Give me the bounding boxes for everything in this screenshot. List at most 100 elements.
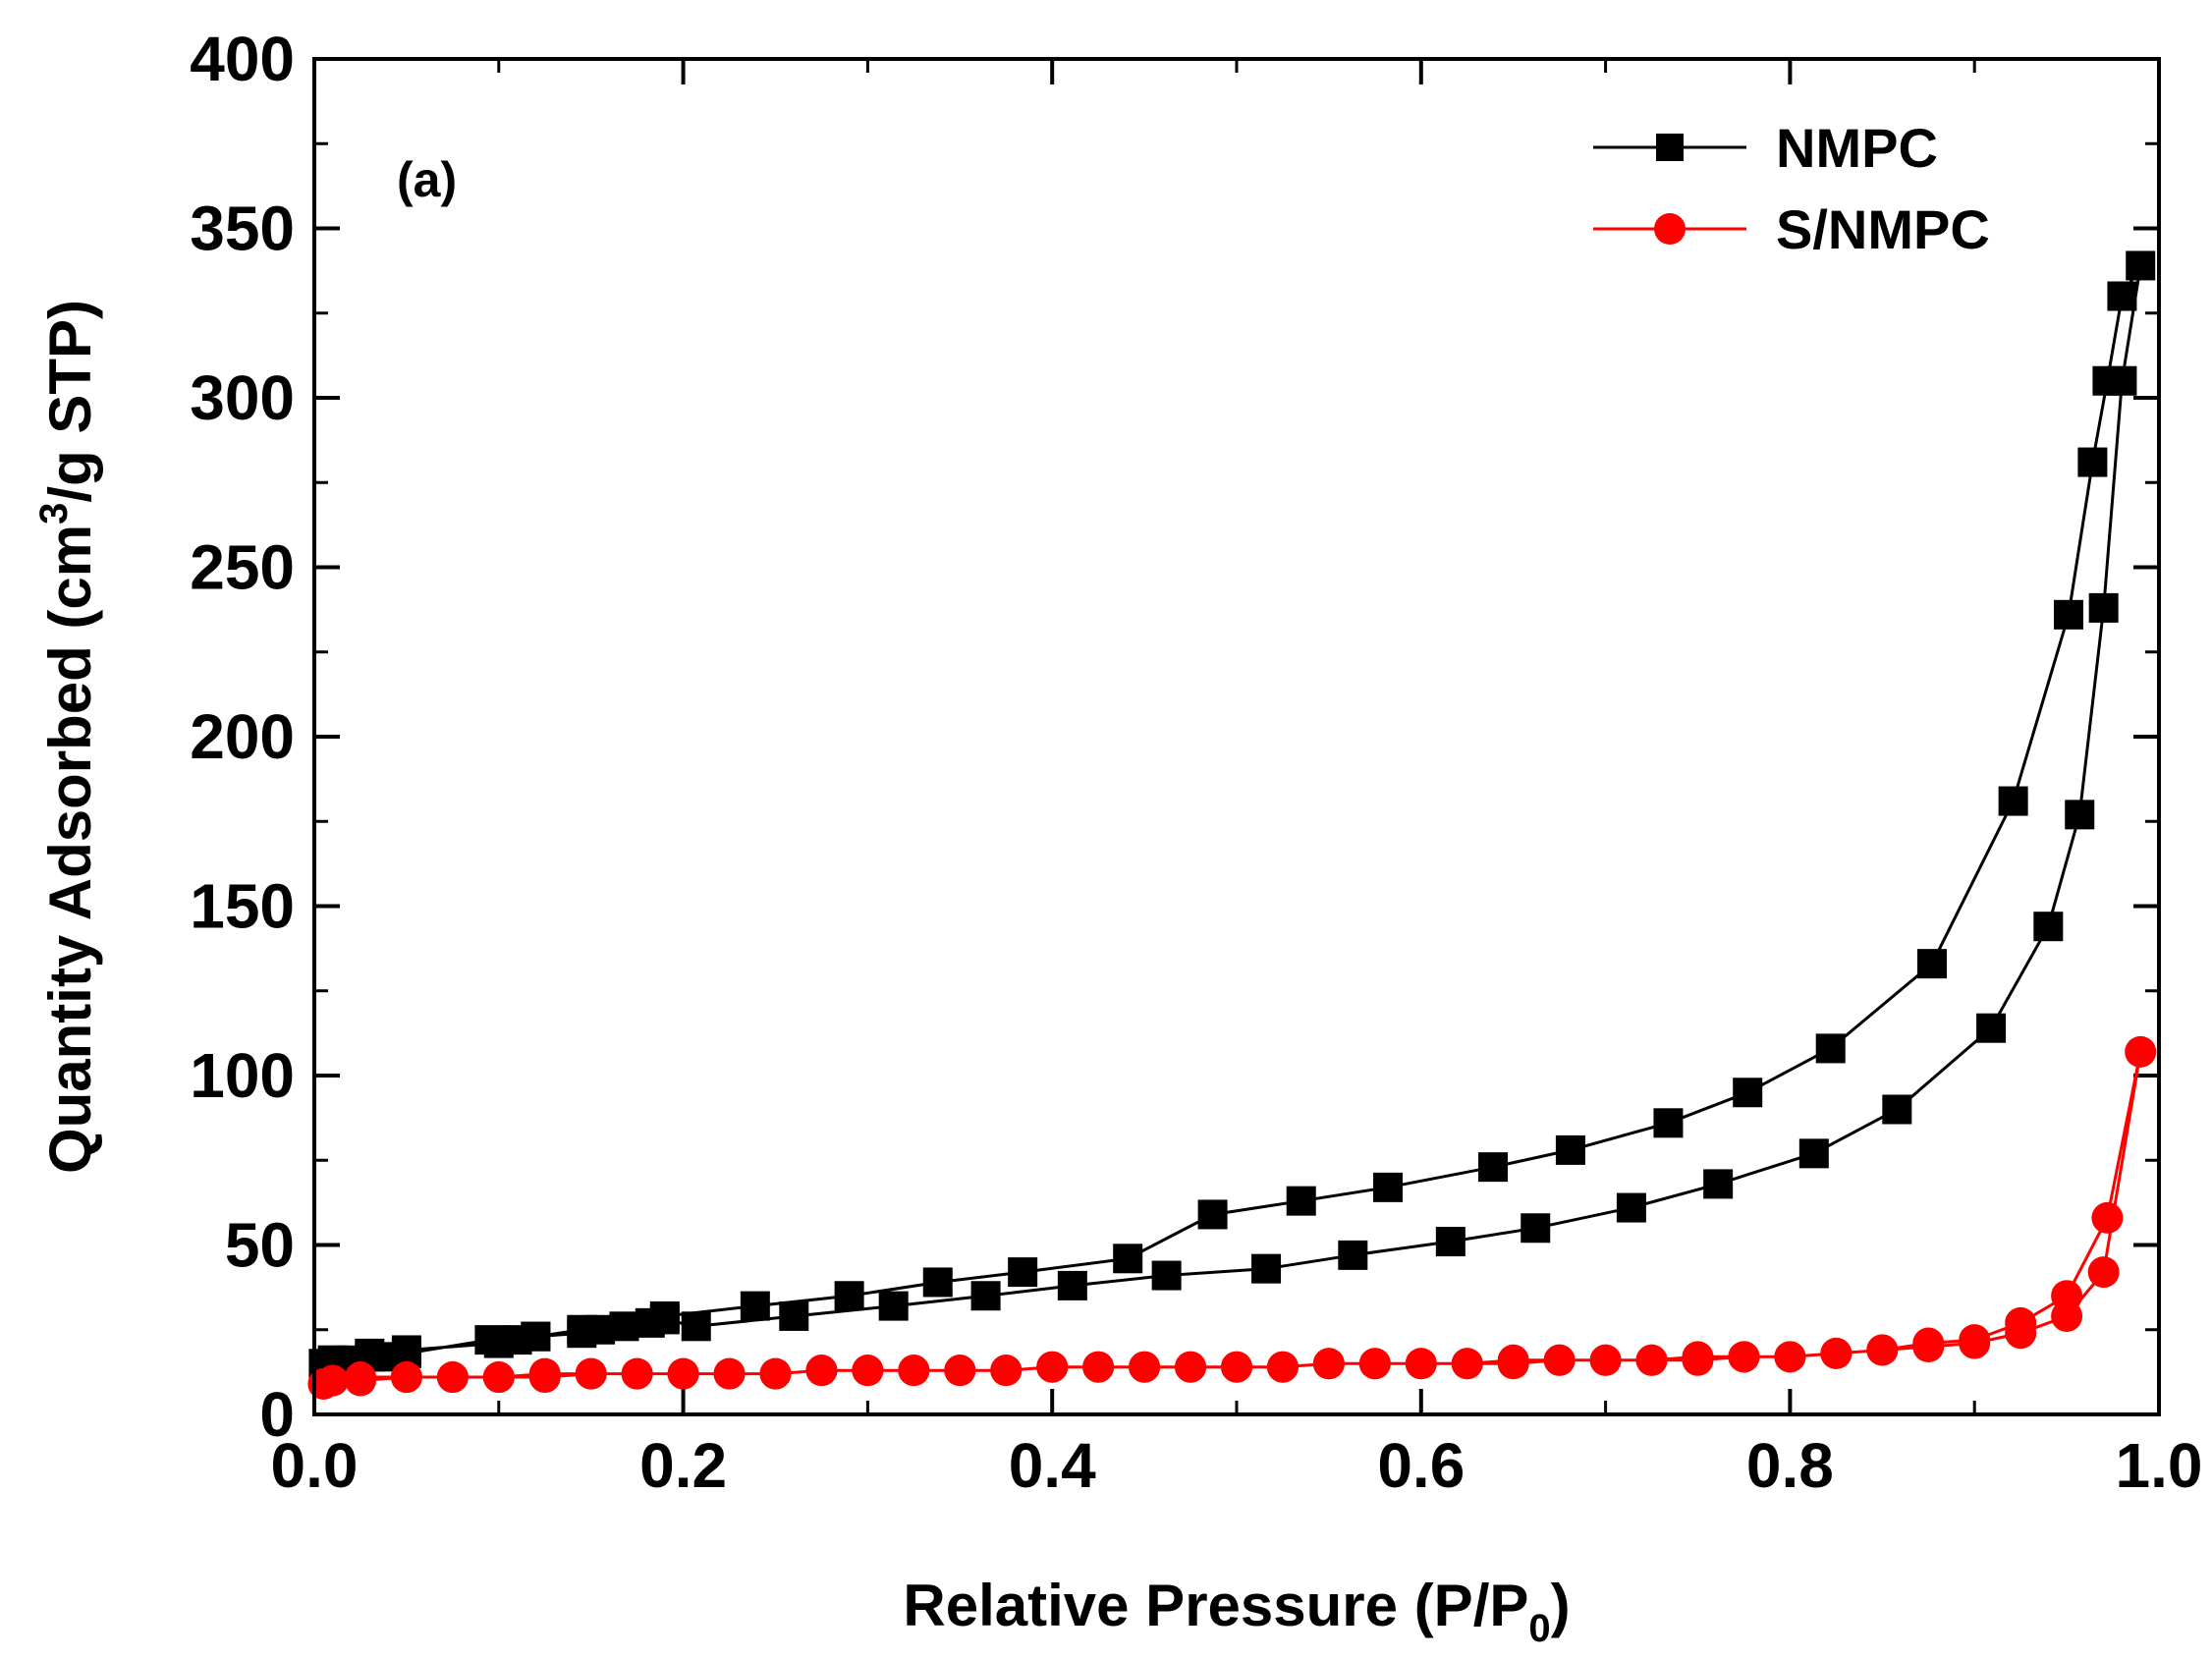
series-layer <box>307 250 2157 1400</box>
data-point <box>1151 1260 1182 1291</box>
y-axis-label-sup: 3 <box>32 503 76 525</box>
data-point <box>1358 1348 1391 1380</box>
data-point <box>944 1355 976 1387</box>
data-point <box>649 1300 680 1331</box>
x-tick-label: 0.2 <box>639 1430 727 1501</box>
x-tick-label: 0.0 <box>271 1430 359 1501</box>
data-point <box>1998 786 2028 816</box>
data-point <box>681 1311 711 1342</box>
data-point <box>1221 1351 1252 1383</box>
series-line <box>322 264 2142 1365</box>
data-point <box>1286 1186 1316 1216</box>
data-point <box>2077 447 2108 477</box>
data-point <box>1616 1192 1646 1223</box>
data-point <box>970 1281 1001 1311</box>
data-point <box>1820 1337 1853 1369</box>
data-point <box>575 1357 607 1390</box>
data-point <box>667 1357 699 1390</box>
x-axis-label-sub: 0 <box>1528 1607 1550 1650</box>
x-tick-label: 0.6 <box>1377 1430 1465 1501</box>
data-point <box>990 1355 1023 1387</box>
data-point <box>2051 1280 2083 1312</box>
data-point <box>1008 1257 1038 1288</box>
data-point <box>436 1361 469 1394</box>
x-tick-label: 0.8 <box>1746 1430 1834 1501</box>
data-point <box>1589 1344 1622 1376</box>
data-point <box>2053 599 2083 630</box>
data-point <box>1682 1341 1714 1373</box>
data-point <box>1497 1344 1529 1376</box>
x-tick-label: 0.4 <box>1009 1430 1096 1501</box>
data-point <box>713 1357 746 1390</box>
data-point <box>1882 1094 1912 1125</box>
legend-marker-snmpc <box>1654 213 1686 245</box>
series-line <box>322 1050 2142 1386</box>
data-point <box>1129 1351 1161 1383</box>
data-point <box>1082 1351 1115 1383</box>
data-point <box>1866 1334 1899 1366</box>
data-point <box>1635 1344 1668 1376</box>
data-point <box>1405 1348 1437 1380</box>
data-point <box>1917 949 1948 979</box>
data-point <box>1451 1348 1483 1380</box>
legend-label-snmpc: S/NMPC <box>1776 198 1990 260</box>
data-point <box>1435 1227 1465 1257</box>
data-point <box>1543 1344 1576 1376</box>
y-axis-label-main: Quantity Adsorbed (cm <box>37 525 103 1174</box>
y-tick-label: 350 <box>190 194 295 264</box>
data-point <box>2033 912 2064 942</box>
data-point <box>1113 1244 1143 1274</box>
data-point <box>1774 1341 1806 1373</box>
x-tick-label: 1.0 <box>2116 1430 2203 1501</box>
data-point <box>528 1361 561 1394</box>
data-point <box>1912 1327 1945 1359</box>
data-point <box>1555 1134 1585 1165</box>
y-axis-label-end: /g STP) <box>37 300 103 503</box>
data-point <box>1338 1240 1368 1270</box>
series-s-nmpc <box>307 1035 2157 1400</box>
data-point <box>1312 1348 1345 1380</box>
data-point <box>878 1291 909 1321</box>
y-tick-label: 400 <box>190 24 295 94</box>
x-axis-label-end: ) <box>1551 1573 1571 1638</box>
data-point <box>1175 1351 1207 1383</box>
data-point <box>852 1355 884 1387</box>
legend-label-nmpc: NMPC <box>1776 117 1938 179</box>
data-point <box>391 1335 421 1365</box>
data-point <box>621 1357 653 1390</box>
data-point <box>1521 1213 1551 1244</box>
data-point <box>1703 1169 1734 1199</box>
data-point <box>1197 1199 1228 1230</box>
data-point <box>2107 281 2137 311</box>
y-tick-label: 150 <box>190 871 295 942</box>
data-point <box>521 1321 551 1352</box>
y-axis-label: Quantity Adsorbed (cm3/g STP) <box>32 300 103 1174</box>
data-point <box>1372 1172 1403 1202</box>
data-point <box>390 1361 422 1394</box>
data-point <box>1815 1033 1846 1064</box>
data-point <box>2005 1306 2037 1339</box>
data-point <box>316 1364 349 1397</box>
panel-label: (a) <box>397 152 457 207</box>
y-tick-label: 100 <box>190 1040 295 1111</box>
data-point <box>344 1364 376 1397</box>
legend: NMPC S/NMPC <box>1593 117 1990 260</box>
data-point <box>922 1267 953 1298</box>
data-point <box>805 1355 838 1387</box>
plot-frame <box>312 57 2161 1416</box>
data-point <box>2091 1201 2124 1234</box>
y-tick-label: 50 <box>225 1210 295 1281</box>
data-point <box>1251 1253 1282 1284</box>
data-point <box>1478 1152 1509 1183</box>
x-axis-label-main: Relative Pressure (P/P <box>903 1573 1528 1638</box>
x-axis-label: Relative Pressure (P/P0) <box>903 1573 1570 1650</box>
y-tick-label: 300 <box>190 362 295 433</box>
data-point <box>482 1361 515 1394</box>
data-point <box>1733 1078 1763 1108</box>
data-point <box>2065 800 2095 830</box>
data-point <box>898 1355 930 1387</box>
y-tick-label: 200 <box>190 701 295 772</box>
series-nmpc <box>308 250 2156 1379</box>
data-point <box>1266 1351 1299 1383</box>
y-tick-label: 250 <box>190 532 295 603</box>
